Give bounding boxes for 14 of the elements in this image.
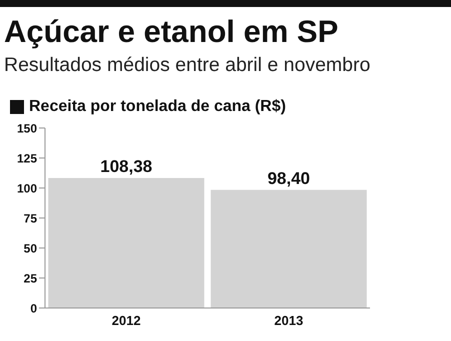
y-tick-label: 50 bbox=[24, 241, 38, 256]
y-tick-label: 25 bbox=[24, 271, 38, 286]
y-tick-label: 150 bbox=[16, 121, 38, 136]
y-tick-label: 0 bbox=[30, 301, 38, 316]
x-tick-label: 2012 bbox=[112, 313, 141, 328]
data-label: 108,38 bbox=[100, 156, 152, 176]
y-axis-title: Receita por tonelada de cana (R$) bbox=[29, 98, 286, 116]
data-label: 98,40 bbox=[267, 168, 310, 188]
y-tick-label: 125 bbox=[16, 151, 38, 166]
chart-subtitle: Resultados médios entre abril e novembro bbox=[4, 54, 370, 77]
y-tick-label: 75 bbox=[24, 211, 38, 226]
x-tick-label: 2013 bbox=[274, 313, 304, 328]
y-tick-label: 100 bbox=[16, 181, 38, 196]
chart-title: Açúcar e etanol em SP bbox=[4, 14, 338, 50]
